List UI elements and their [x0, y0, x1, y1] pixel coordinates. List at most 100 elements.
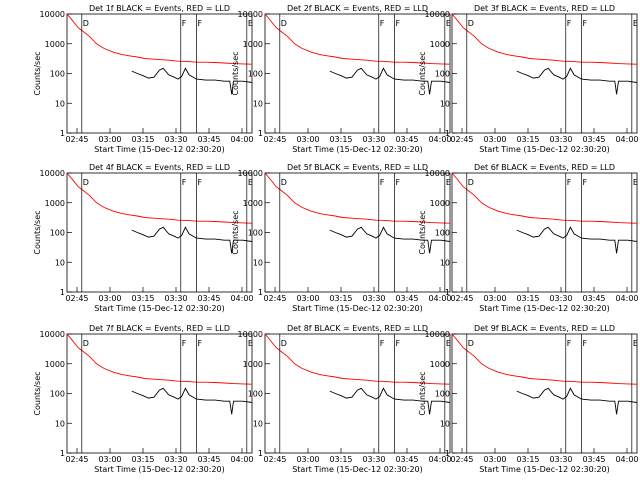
series-2: [329, 226, 451, 254]
x-tick-label: 03:00: [483, 455, 506, 464]
panel-title: Det 9f BLACK = Events, RED = LLD: [474, 324, 615, 333]
event-marker-label: E: [446, 339, 451, 348]
plot-frame: [66, 172, 253, 293]
x-tick-label: 03:15: [329, 455, 352, 464]
y-tick-label: 10000: [425, 10, 450, 19]
series-2: [516, 226, 638, 254]
x-tick-label: 03:45: [395, 294, 418, 303]
panel-title: Det 8f BLACK = Events, RED = LLD: [287, 324, 428, 333]
y-tick-label: 100: [50, 229, 65, 238]
x-axis-label: Start Time (15-Dec-12 02:30:20): [292, 145, 423, 154]
event-marker-label: F: [396, 178, 401, 187]
x-tick-label: 03:00: [296, 135, 319, 144]
x-tick-label: 04:00: [615, 455, 638, 464]
x-tick-label: 03:00: [98, 455, 121, 464]
y-tick-label: 10000: [425, 169, 450, 178]
x-tick-label: 03:15: [131, 294, 154, 303]
panel-3: Det 3f BLACK = Events, RED = LLD 1 10 100 10…: [418, 4, 639, 154]
x-tick-label: 03:30: [362, 294, 385, 303]
series-2: [329, 387, 451, 415]
panel-6: Det 6f BLACK = Events, RED = LLD 1 10 100 10…: [418, 163, 639, 313]
x-tick-label: 03:30: [549, 135, 572, 144]
x-tick-label: 03:45: [582, 455, 605, 464]
x-axis-label: Start Time (15-Dec-12 02:30:20): [94, 465, 225, 474]
panel-title: Det 3f BLACK = Events, RED = LLD: [474, 4, 615, 13]
event-marker-label: F: [380, 178, 385, 187]
event-marker-label: E: [633, 19, 638, 28]
y-axis-label: Counts/sec: [33, 51, 42, 95]
x-tick-label: 03:45: [197, 135, 220, 144]
event-marker-label: E: [633, 339, 638, 348]
x-tick-label: 03:30: [164, 135, 187, 144]
plot-lines: [66, 172, 253, 254]
x-tick-label: 03:45: [395, 135, 418, 144]
x-tick-label: 03:15: [516, 294, 539, 303]
series-2: [516, 387, 638, 415]
event-marker-label: D: [468, 19, 474, 28]
x-tick-label: 04:00: [230, 135, 253, 144]
x-tick-label: 04:00: [230, 455, 253, 464]
x-tick-label: 03:15: [329, 135, 352, 144]
y-tick-label: 1000: [243, 199, 263, 208]
y-axis-label: Counts/sec: [33, 371, 42, 415]
series-2: [516, 67, 638, 95]
plot-lines: [451, 172, 638, 254]
x-tick-label: 02:45: [65, 135, 88, 144]
y-tick-label: 10: [440, 258, 450, 267]
series-1: [451, 172, 638, 224]
y-tick-label: 10: [253, 419, 263, 428]
series-1: [66, 13, 253, 65]
panel-title: Det 4f BLACK = Events, RED = LLD: [89, 163, 230, 172]
x-tick-label: 03:30: [164, 455, 187, 464]
y-tick-label: 10: [253, 99, 263, 108]
x-tick-label: 04:00: [615, 294, 638, 303]
x-tick-label: 03:30: [164, 294, 187, 303]
y-tick-label: 1000: [430, 199, 450, 208]
event-marker-label: D: [83, 339, 89, 348]
y-tick-label: 10: [55, 258, 65, 267]
x-tick-label: 02:45: [263, 135, 286, 144]
x-tick-label: 03:00: [483, 135, 506, 144]
event-marker-label: F: [182, 339, 187, 348]
plot-lines: [66, 333, 253, 415]
y-tick-label: 1: [445, 288, 450, 297]
y-tick-label: 10000: [238, 10, 263, 19]
event-marker-label: F: [182, 19, 187, 28]
event-marker-label: F: [380, 339, 385, 348]
x-tick-label: 04:00: [428, 455, 451, 464]
x-tick-label: 03:15: [329, 294, 352, 303]
x-tick-label: 03:30: [549, 455, 572, 464]
event-marker-label: F: [198, 178, 203, 187]
y-axis-label: Counts/sec: [231, 51, 240, 95]
event-marker-label: F: [567, 178, 572, 187]
panel-title: Det 7f BLACK = Events, RED = LLD: [89, 324, 230, 333]
panel-4: Det 4f BLACK = Events, RED = LLD 1 10 100 10…: [33, 163, 254, 313]
y-tick-label: 1: [60, 129, 65, 138]
x-tick-label: 03:15: [516, 455, 539, 464]
panel-8: Det 8f BLACK = Events, RED = LLD11010010…: [238, 324, 452, 474]
event-marker-label: F: [182, 178, 187, 187]
plot-frame: [66, 333, 253, 454]
y-tick-label: 10000: [40, 330, 65, 339]
y-axis-label: Counts/sec: [231, 210, 240, 254]
event-marker-label: D: [83, 178, 89, 187]
series-1: [451, 333, 638, 385]
event-marker-label: F: [567, 19, 572, 28]
y-tick-label: 100: [248, 70, 263, 79]
x-tick-label: 03:15: [131, 455, 154, 464]
series-1: [264, 333, 451, 385]
event-marker-label: E: [446, 178, 451, 187]
event-marker-label: F: [583, 19, 588, 28]
series-2: [131, 387, 253, 415]
y-tick-label: 1000: [45, 199, 65, 208]
plot-frame: [66, 13, 253, 134]
x-tick-label: 02:45: [450, 135, 473, 144]
y-tick-label: 1000: [243, 40, 263, 49]
y-axis-label: Counts/sec: [33, 210, 42, 254]
x-tick-label: 03:30: [362, 135, 385, 144]
y-tick-label: 100: [50, 70, 65, 79]
y-tick-label: 1000: [45, 360, 65, 369]
y-axis-label: Counts/sec: [418, 371, 427, 415]
x-tick-label: 03:15: [131, 135, 154, 144]
event-marker-label: E: [248, 178, 253, 187]
